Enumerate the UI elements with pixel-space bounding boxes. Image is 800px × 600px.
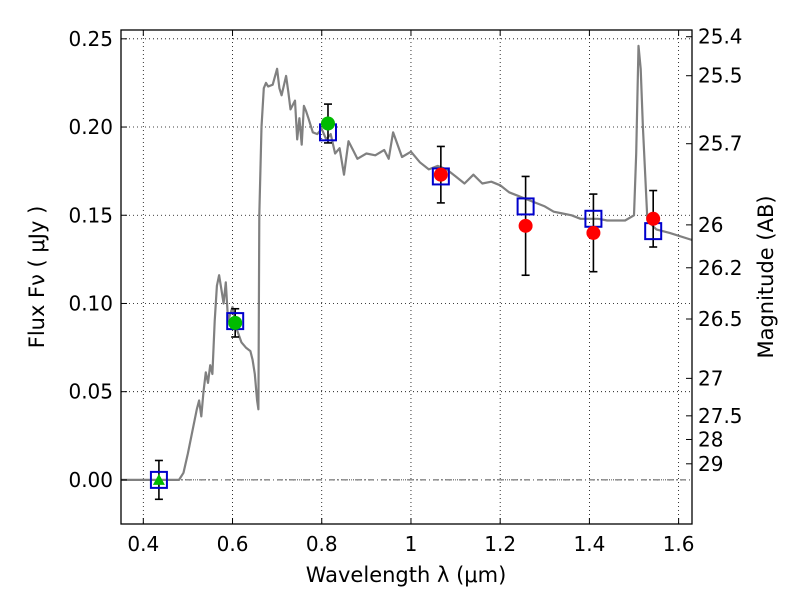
y2-tick-label: 28 — [698, 427, 723, 451]
x-tick-label: 1.2 — [484, 532, 516, 556]
x-tick-label: 0.6 — [217, 532, 249, 556]
y-axis: 0.00 0.05 0.10 0.15 0.20 0.25 — [68, 27, 127, 492]
x-tick-label: 1.4 — [573, 532, 605, 556]
observed-nir-point — [646, 211, 661, 226]
data-markers — [149, 103, 663, 501]
y2-tick-label: 25.7 — [698, 132, 743, 156]
observed-nir-point — [518, 218, 533, 233]
x-axis-label: Wavelength λ (μm) — [306, 563, 507, 587]
upper-limit-marker — [152, 473, 165, 485]
y2-tick-label: 25.5 — [698, 64, 743, 88]
y-tick-label: 0.25 — [68, 27, 113, 51]
y-tick-label: 0.10 — [68, 291, 113, 315]
x-tick-label: 0.4 — [127, 532, 159, 556]
y-tick-label: 0.20 — [68, 115, 113, 139]
y2-tick-label: 27.5 — [698, 404, 743, 428]
y2-tick-label: 29 — [698, 452, 723, 476]
y2-tick-label: 25.4 — [698, 25, 743, 49]
x-tick-label: 1.6 — [663, 532, 695, 556]
x-tick-label: 1 — [405, 532, 418, 556]
y-tick-label: 0.05 — [68, 380, 113, 404]
y2-tick-label: 26.2 — [698, 256, 743, 280]
y-tick-label: 0.00 — [68, 468, 113, 492]
observed-nir-point — [433, 167, 448, 182]
model-photometry-square — [516, 197, 535, 216]
x-tick-label: 0.8 — [306, 532, 338, 556]
observed-optical-point — [228, 315, 243, 330]
plot-frame — [120, 29, 693, 525]
y-axis-label: Flux Fν ( μJy ) — [25, 206, 49, 349]
x-axis: 0.4 0.6 0.8 1 1.2 1.4 1.6 — [127, 30, 695, 556]
y2-tick-label: 27 — [698, 366, 723, 390]
y-tick-label: 0.15 — [68, 203, 113, 227]
y2-tick-label: 26.5 — [698, 307, 743, 331]
y2-tick-label: 26 — [698, 213, 723, 237]
observed-nir-point — [586, 225, 601, 240]
model-photometry-square — [149, 470, 168, 489]
y2-axis-label: Magnitude (AB) — [754, 195, 778, 358]
observed-optical-point — [320, 116, 335, 131]
